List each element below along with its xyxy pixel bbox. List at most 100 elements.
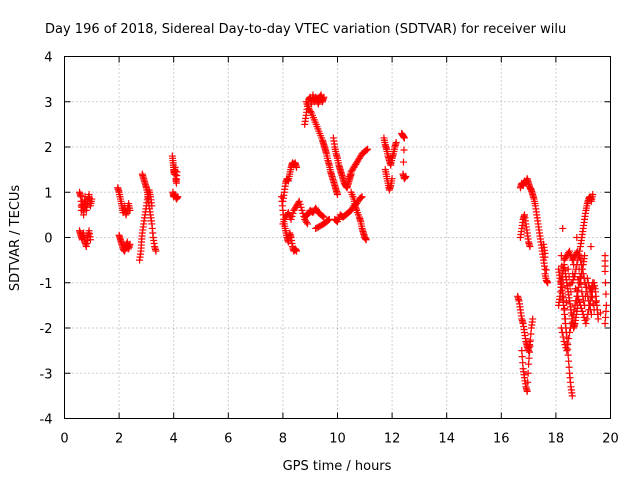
data-point-marker: [581, 301, 589, 309]
data-point-marker: [152, 247, 160, 255]
data-point-marker: [568, 279, 576, 287]
data-point-marker: [559, 224, 567, 232]
data-point-marker: [519, 359, 527, 367]
data-point-marker: [566, 324, 574, 332]
data-point-marker: [544, 279, 552, 287]
data-point-marker: [564, 341, 572, 349]
y-tick-label: -3: [40, 367, 53, 382]
data-point-marker: [566, 329, 574, 337]
data-point-marker: [126, 240, 134, 248]
data-point-marker: [573, 286, 581, 294]
data-point-marker: [569, 310, 577, 318]
data-point-marker: [587, 288, 595, 296]
data-point-marker: [399, 158, 407, 166]
x-tick-label: 8: [279, 432, 287, 447]
data-point-marker: [601, 313, 609, 321]
data-point-marker: [601, 279, 609, 287]
y-tick-label: 0: [44, 232, 52, 247]
data-point-marker: [358, 193, 366, 201]
data-point-marker: [558, 329, 566, 337]
data-point-marker: [568, 392, 576, 400]
data-point-marker: [577, 304, 585, 312]
data-point-marker: [567, 288, 575, 296]
data-point-marker: [566, 247, 574, 255]
data-point-marker: [576, 298, 584, 306]
data-point-marker: [126, 206, 134, 214]
data-point-marker: [581, 252, 589, 260]
data-point-marker: [557, 252, 565, 260]
data-point-marker: [588, 282, 596, 290]
data-point-marker: [578, 307, 586, 315]
data-point-marker: [573, 234, 581, 241]
data-point-marker: [307, 108, 315, 116]
data-point-marker: [589, 279, 597, 287]
data-point-marker: [541, 249, 549, 257]
data-points: [76, 91, 610, 400]
data-point-marker: [601, 319, 609, 327]
data-point-marker: [575, 252, 583, 260]
data-point-marker: [581, 292, 589, 300]
data-point-marker: [560, 294, 568, 302]
y-tick-label: -4: [40, 413, 53, 428]
data-point-marker: [298, 206, 306, 214]
data-point-marker: [559, 333, 567, 341]
data-point-marker: [565, 363, 573, 371]
x-tick-label: 2: [115, 432, 123, 447]
data-point-marker: [588, 294, 596, 302]
data-point-marker: [174, 193, 182, 201]
x-tick-label: 10: [329, 432, 346, 447]
x-axis-label: GPS time / hours: [283, 459, 392, 474]
x-tick-label: 20: [602, 432, 619, 447]
data-point-marker: [364, 145, 372, 153]
data-point-marker: [558, 273, 566, 281]
data-point-marker: [602, 290, 610, 298]
data-point-marker: [324, 216, 332, 224]
x-tick-label: 12: [384, 432, 401, 447]
data-point-marker: [297, 203, 305, 211]
data-point-marker: [561, 304, 569, 312]
data-point-marker: [527, 330, 535, 338]
data-point-marker: [542, 266, 550, 274]
x-tick-labels: 0 2 4 6 8 10 12 14 16 18 20: [60, 432, 618, 447]
data-point-marker: [596, 309, 604, 317]
data-point-marker: [589, 191, 597, 199]
data-point-marker: [526, 243, 534, 251]
data-point-marker: [320, 93, 328, 101]
data-point-marker: [362, 236, 370, 244]
y-tick-label: -2: [40, 322, 53, 337]
data-point-marker: [601, 267, 609, 275]
data-point-marker: [525, 360, 533, 368]
data-point-marker: [589, 300, 597, 308]
data-point-marker: [590, 306, 598, 314]
data-point-marker: [392, 138, 400, 146]
data-point-marker: [293, 163, 301, 171]
data-point-marker: [559, 283, 567, 291]
data-point-marker: [296, 200, 304, 208]
data-point-marker: [526, 348, 534, 356]
data-point-marker: [319, 212, 327, 220]
data-point-marker: [526, 336, 534, 344]
data-point-marker: [288, 212, 296, 220]
data-point-marker: [529, 315, 537, 323]
data-point-marker: [563, 347, 571, 355]
y-axis-label: SDTVAR / TECUs: [8, 185, 23, 292]
data-point-marker: [564, 265, 572, 273]
data-point-marker: [570, 306, 578, 314]
data-point-marker: [576, 247, 584, 255]
data-point-marker: [564, 351, 572, 359]
data-point-marker: [287, 215, 295, 223]
data-point-marker: [565, 335, 573, 343]
data-point-marker: [518, 353, 526, 361]
data-point-marker: [303, 218, 311, 226]
y-tick-labels: -4 -3 -2 -1 0 1 2 3 4: [40, 51, 53, 428]
data-point-marker: [580, 297, 588, 305]
data-point-marker: [602, 301, 610, 309]
plot-frame: [64, 56, 611, 419]
y-tick-label: -1: [40, 277, 53, 292]
data-point-marker: [577, 280, 585, 288]
data-point-marker: [88, 195, 96, 203]
chart-title: Day 196 of 2018, Sidereal Day-to-day VTE…: [45, 22, 566, 37]
data-point-marker: [561, 315, 569, 323]
data-point-marker: [572, 297, 580, 305]
data-point-marker: [584, 310, 592, 318]
